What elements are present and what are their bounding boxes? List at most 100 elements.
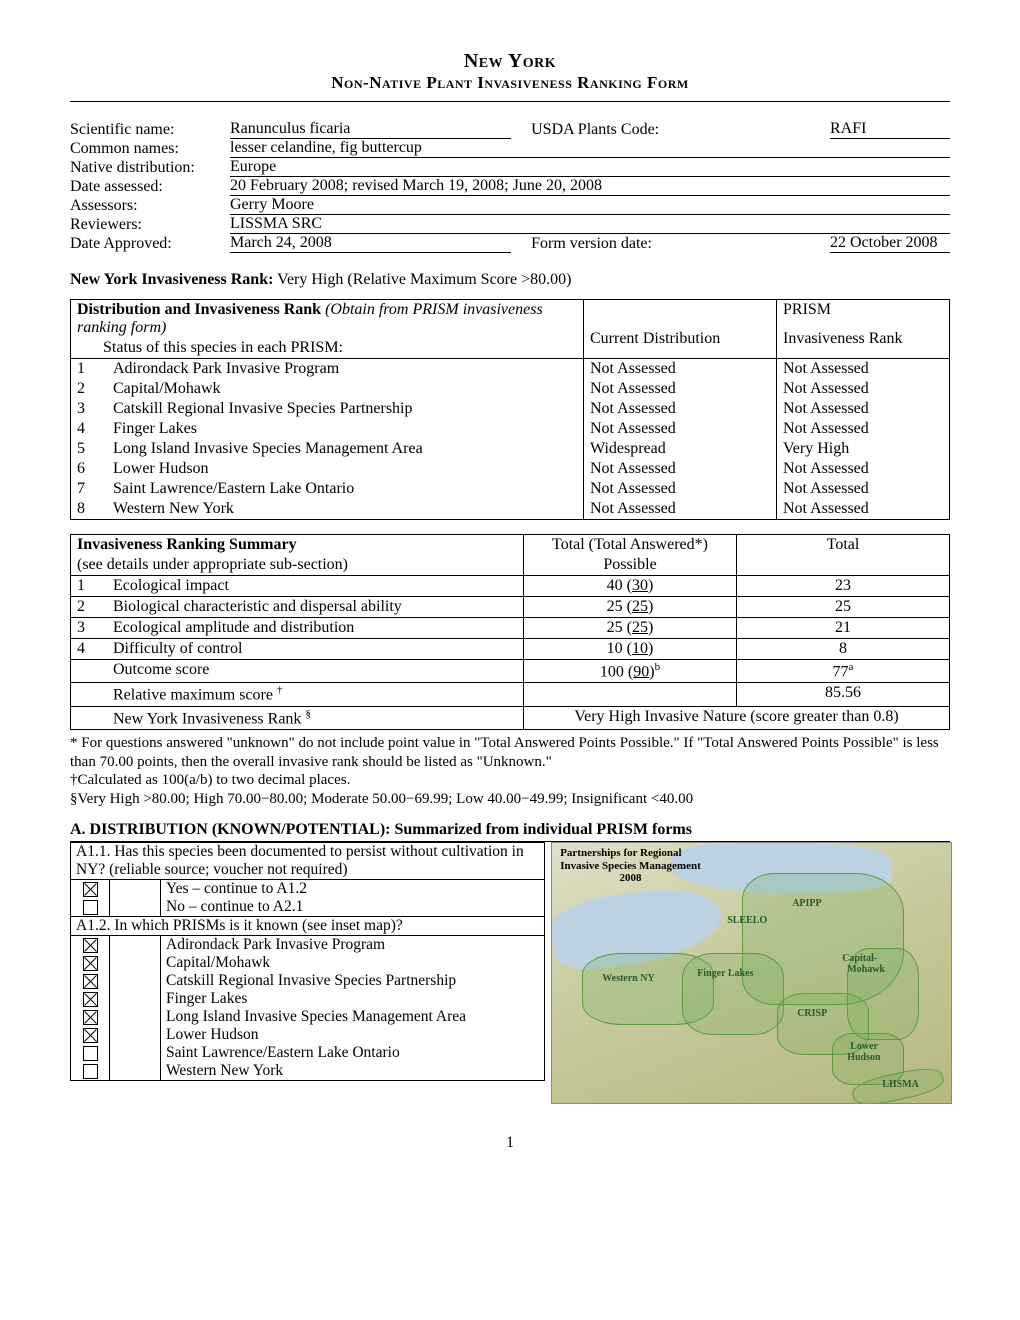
dist-row-num: 5: [71, 439, 108, 459]
scientific-label: Scientific name:: [70, 120, 230, 139]
date-assessed-value: 20 February 2008; revised March 19, 2008…: [230, 177, 950, 196]
dist-row: 7Saint Lawrence/Eastern Lake OntarioNot …: [71, 479, 950, 499]
common-value: lesser celandine, fig buttercup: [230, 139, 950, 158]
a12-checkbox[interactable]: [71, 935, 110, 954]
form-title: New York Non-Native Plant Invasiveness R…: [70, 50, 950, 93]
summary-col-possible-l2: Possible: [524, 555, 737, 576]
summary-row-possible: 25 (25): [524, 618, 737, 639]
dist-row-num: 8: [71, 499, 108, 520]
summary-header-sub: (see details under appropriate sub-secti…: [71, 555, 524, 576]
a12-prism-name: Finger Lakes: [161, 990, 545, 1008]
outcome-possible: 100 (90)b: [524, 660, 737, 683]
summary-row-name: Difficulty of control: [107, 639, 524, 660]
a1-table: A1.1. Has this species been documented t…: [70, 842, 545, 1081]
form-version-label: Form version date:: [531, 234, 830, 253]
a12-checkbox[interactable]: [71, 990, 110, 1008]
dist-row-num: 7: [71, 479, 108, 499]
nyrank-value: Very High Invasive Nature (score greater…: [524, 706, 950, 729]
dist-row: 1Adirondack Park Invasive ProgramNot Ass…: [71, 359, 950, 380]
a12-prism-row: Long Island Invasive Species Management …: [71, 1008, 545, 1026]
a12-prism-name: Saint Lawrence/Eastern Lake Ontario: [161, 1044, 545, 1062]
native-value: Europe: [230, 158, 950, 177]
reviewers-value: LISSMA SRC: [230, 215, 950, 234]
ny-rank-line: New York Invasiveness Rank: Very High (R…: [70, 271, 950, 289]
dist-row-name: Western New York: [107, 499, 584, 520]
summary-row-name: Ecological amplitude and distribution: [107, 618, 524, 639]
ny-rank-label: New York Invasiveness Rank:: [70, 271, 273, 288]
summary-col-total: Total: [737, 535, 950, 576]
summary-row-num: 4: [71, 639, 108, 660]
dist-row-current: Not Assessed: [584, 499, 777, 520]
summary-row: 3Ecological amplitude and distribution25…: [71, 618, 950, 639]
summary-row-name: Biological characteristic and dispersal …: [107, 597, 524, 618]
a12-prism-row: Catskill Regional Invasive Species Partn…: [71, 972, 545, 990]
summary-header: Invasiveness Ranking Summary: [77, 536, 297, 553]
a12-prism-name: Adirondack Park Invasive Program: [161, 935, 545, 954]
date-approved-value: March 24, 2008: [230, 234, 511, 253]
date-assessed-label: Date assessed:: [70, 177, 230, 196]
map-label-sleelo: SLEELO: [727, 915, 767, 926]
a12-prism-name: Catskill Regional Invasive Species Partn…: [161, 972, 545, 990]
a12-prism-name: Lower Hudson: [161, 1026, 545, 1044]
map-label-western: Western NY: [602, 973, 655, 984]
dist-row: 6Lower HudsonNot AssessedNot Assessed: [71, 459, 950, 479]
summary-row: 1Ecological impact40 (30)23: [71, 576, 950, 597]
a12-checkbox[interactable]: [71, 1062, 110, 1081]
usda-label: USDA Plants Code:: [531, 120, 830, 139]
map-title: Partnerships for Regional Invasive Speci…: [560, 847, 701, 885]
dist-col-current: Current Distribution: [584, 329, 777, 359]
a11-yes-label: Yes – continue to A1.2: [161, 879, 545, 898]
dist-row-rank: Not Assessed: [777, 479, 950, 499]
a12-prism-row: Lower Hudson: [71, 1026, 545, 1044]
title-line2: Non-Native Plant Invasiveness Ranking Fo…: [70, 73, 950, 93]
dist-row-name: Catskill Regional Invasive Species Partn…: [107, 399, 584, 419]
dist-row-rank: Not Assessed: [777, 419, 950, 439]
a12-prism-row: Capital/Mohawk: [71, 954, 545, 972]
scientific-value: Ranunculus ficaria: [230, 120, 511, 139]
dist-row-name: Adirondack Park Invasive Program: [107, 359, 584, 380]
prism-map: Partnerships for Regional Invasive Speci…: [551, 842, 952, 1104]
summary-row-possible: 25 (25): [524, 597, 737, 618]
outcome-label: Outcome score: [107, 660, 524, 683]
nyrank-label: New York Invasiveness Rank §: [107, 706, 524, 729]
assessors-label: Assessors:: [70, 196, 230, 215]
a12-prism-row: Saint Lawrence/Eastern Lake Ontario: [71, 1044, 545, 1062]
distribution-table: Distribution and Invasiveness Rank (Obta…: [70, 299, 950, 520]
summary-row: 2Biological characteristic and dispersal…: [71, 597, 950, 618]
a12-checkbox[interactable]: [71, 1026, 110, 1044]
dist-row-name: Saint Lawrence/Eastern Lake Ontario: [107, 479, 584, 499]
dist-row-rank: Not Assessed: [777, 459, 950, 479]
summary-row-total: 21: [737, 618, 950, 639]
a11-no-checkbox[interactable]: [71, 898, 110, 917]
date-approved-label: Date Approved:: [70, 234, 230, 253]
info-table: Scientific name: Ranunculus ficaria USDA…: [70, 120, 950, 253]
outcome-total: 77a: [737, 660, 950, 683]
a12-checkbox[interactable]: [71, 972, 110, 990]
reviewers-label: Reviewers:: [70, 215, 230, 234]
a11-yes-checkbox[interactable]: [71, 879, 110, 898]
summary-row-num: 1: [71, 576, 108, 597]
a11-question: A1.1. Has this species been documented t…: [71, 842, 545, 879]
a12-checkbox[interactable]: [71, 1044, 110, 1062]
dist-row: 8Western New YorkNot AssessedNot Assesse…: [71, 499, 950, 520]
a12-prism-row: Finger Lakes: [71, 990, 545, 1008]
a12-checkbox[interactable]: [71, 1008, 110, 1026]
a12-prism-row: Western New York: [71, 1062, 545, 1081]
assessors-value: Gerry Moore: [230, 196, 950, 215]
dist-row-num: 1: [71, 359, 108, 380]
map-label-mohawk: Mohawk: [847, 964, 885, 975]
dist-row-current: Not Assessed: [584, 479, 777, 499]
dist-row-rank: Not Assessed: [777, 399, 950, 419]
summary-row-total: 23: [737, 576, 950, 597]
dist-row-rank: Very High: [777, 439, 950, 459]
map-label-liisma: LIISMA: [882, 1079, 919, 1090]
dist-row: 4Finger LakesNot AssessedNot Assessed: [71, 419, 950, 439]
a12-checkbox[interactable]: [71, 954, 110, 972]
summary-row-possible: 40 (30): [524, 576, 737, 597]
dist-title-bold: Distribution and Invasiveness Rank: [77, 301, 321, 318]
dist-row-current: Not Assessed: [584, 379, 777, 399]
title-line1: New York: [70, 50, 950, 73]
map-label-finger: Finger Lakes: [697, 968, 753, 979]
dist-row-num: 4: [71, 419, 108, 439]
footnote-star: * For questions answered "unknown" do no…: [70, 734, 950, 772]
